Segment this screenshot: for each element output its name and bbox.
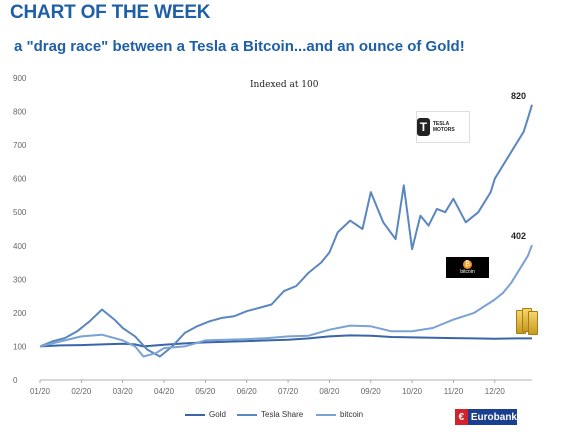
y-tick-label: 800 xyxy=(13,108,27,117)
y-tick-label: 100 xyxy=(13,342,27,351)
y-axis: 0 100 200 300 400 500 600 700 800 900 xyxy=(13,74,27,385)
y-tick-label: 200 xyxy=(13,309,27,318)
bitcoin-icon: ₿ xyxy=(463,260,472,269)
y-tick-label: 600 xyxy=(13,175,27,184)
tesla-logo-text: TESLA MOTORS xyxy=(432,121,455,133)
chart-legend: Gold Tesla Share bitcoin xyxy=(0,410,573,424)
x-tick-label: 04/20 xyxy=(154,387,175,396)
legend-item: Gold xyxy=(185,410,226,419)
x-tick-label: 05/20 xyxy=(195,387,216,396)
end-value-label: 820 xyxy=(511,91,526,101)
x-tick-label: 07/20 xyxy=(278,387,299,396)
y-tick-label: 700 xyxy=(13,141,27,150)
chart-subtitle: a "drag race" between a Tesla a Bitcoin.… xyxy=(14,38,465,55)
end-labels: 820 402 xyxy=(511,91,526,241)
x-tick-label: 03/20 xyxy=(113,387,134,396)
bitcoin-logo-text: bitcoin xyxy=(460,269,475,275)
eurobank-mark-icon: € xyxy=(455,409,468,425)
x-tick-label: 01/20 xyxy=(30,387,51,396)
x-tick-label: 09/20 xyxy=(361,387,382,396)
x-tick-label: 08/20 xyxy=(319,387,340,396)
x-tick-label: 11/20 xyxy=(444,387,464,396)
eurobank-logo: € Eurobank xyxy=(455,409,517,425)
series-line-tesla-share xyxy=(39,104,533,358)
x-tick-label: 02/20 xyxy=(71,387,92,396)
legend-swatch xyxy=(316,413,336,416)
legend-label: Gold xyxy=(209,410,226,419)
y-tick-label: 300 xyxy=(13,275,27,284)
x-tick-label: 12/20 xyxy=(485,387,506,396)
series-line-gold xyxy=(39,334,532,348)
y-tick-label: 900 xyxy=(13,74,27,83)
series-line-bitcoin xyxy=(39,244,533,358)
x-axis: 01/20 02/20 03/20 04/20 05/20 06/20 07/20 08/20… xyxy=(30,379,532,396)
legend-label: Tesla Share xyxy=(261,410,304,419)
legend-item: bitcoin xyxy=(316,410,363,419)
x-tick-label: 10/20 xyxy=(402,387,423,396)
series-lines xyxy=(39,104,533,358)
tesla-logo: T TESLA MOTORS xyxy=(416,111,470,143)
legend-swatch xyxy=(185,413,205,416)
tesla-t-icon: T xyxy=(417,118,430,136)
y-tick-label: 0 xyxy=(13,376,18,385)
y-tick-label: 400 xyxy=(13,242,27,251)
legend-label: bitcoin xyxy=(340,410,364,419)
y-tick-label: 500 xyxy=(13,208,27,217)
legend-swatch xyxy=(237,413,257,416)
gold-bars-icon xyxy=(514,307,538,335)
bitcoin-logo: ₿ bitcoin xyxy=(446,257,489,278)
chart-note: Indexed at 100 xyxy=(250,80,319,90)
x-tick-label: 06/20 xyxy=(237,387,258,396)
eurobank-logo-text: Eurobank xyxy=(470,411,517,423)
legend-item: Tesla Share xyxy=(237,410,303,419)
page-title: CHART OF THE WEEK xyxy=(10,2,211,23)
end-value-label: 402 xyxy=(511,231,526,241)
